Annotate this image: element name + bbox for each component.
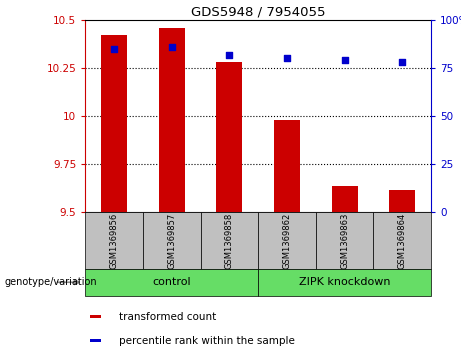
Bar	[331, 186, 358, 212]
Text: GSM1369856: GSM1369856	[110, 212, 118, 269]
Point	[110, 46, 118, 52]
Bar	[258, 269, 431, 296]
Bar	[159, 28, 185, 212]
Point	[283, 56, 290, 61]
Text: control: control	[153, 277, 191, 287]
Bar	[274, 120, 300, 212]
Text: GSM1369858: GSM1369858	[225, 212, 234, 269]
Bar	[85, 212, 143, 269]
Bar	[258, 212, 316, 269]
Bar	[90, 315, 101, 318]
Bar	[201, 212, 258, 269]
Point	[341, 57, 349, 63]
Text: transformed count: transformed count	[118, 312, 216, 322]
Point	[398, 60, 406, 65]
Bar	[373, 212, 431, 269]
Text: GSM1369863: GSM1369863	[340, 212, 349, 269]
Text: GSM1369864: GSM1369864	[398, 212, 407, 269]
Text: GSM1369857: GSM1369857	[167, 212, 176, 269]
Bar	[316, 212, 373, 269]
Bar	[90, 339, 101, 342]
Bar	[389, 190, 415, 212]
Bar	[216, 62, 242, 212]
Text: ZIPK knockdown: ZIPK knockdown	[299, 277, 390, 287]
Text: percentile rank within the sample: percentile rank within the sample	[118, 336, 295, 346]
Text: genotype/variation: genotype/variation	[5, 277, 97, 287]
Point	[168, 44, 175, 50]
Title: GDS5948 / 7954055: GDS5948 / 7954055	[191, 6, 325, 19]
Bar	[85, 269, 258, 296]
Bar	[143, 212, 201, 269]
Point	[225, 52, 233, 57]
Text: GSM1369862: GSM1369862	[283, 212, 291, 269]
Bar	[101, 35, 127, 212]
